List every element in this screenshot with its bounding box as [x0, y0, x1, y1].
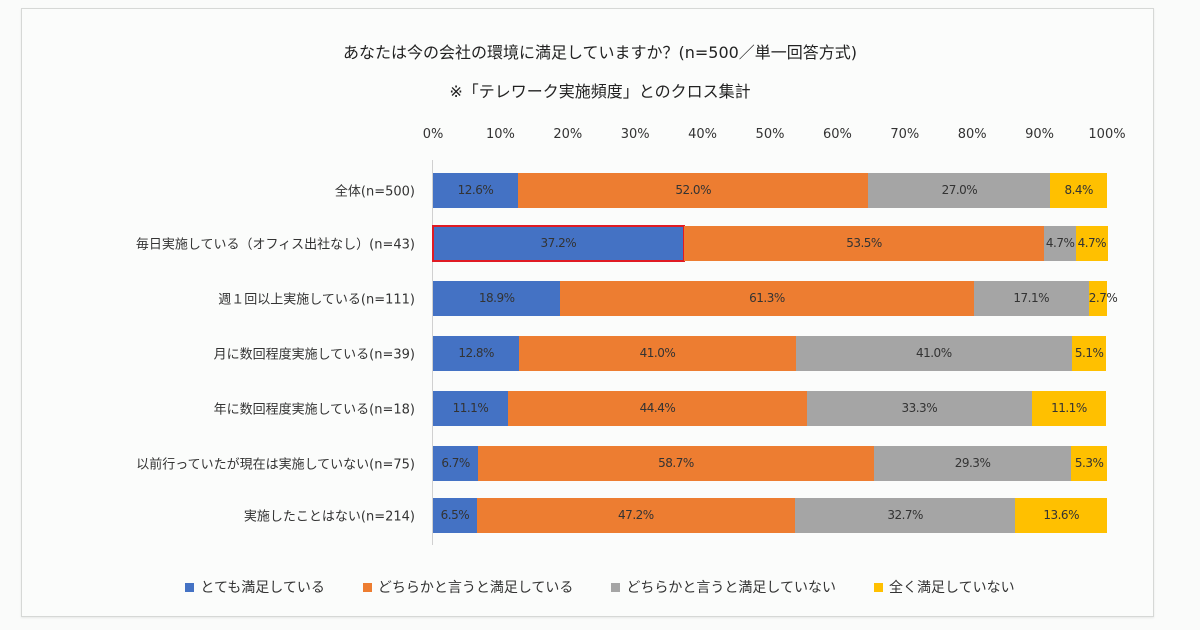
data-label: 41.0%: [639, 346, 676, 360]
legend-swatch: [874, 582, 884, 592]
bar-segment: [433, 390, 508, 426]
bar-segment: [517, 172, 869, 208]
bar-segment: [433, 225, 684, 261]
bar-segment: [683, 225, 1045, 261]
x-tick-label: 50%: [755, 127, 785, 142]
x-tick-label: 30%: [620, 127, 650, 142]
legend-swatch: [185, 582, 195, 592]
x-tick-label: 20%: [553, 127, 583, 142]
bar-segment: [873, 445, 1072, 481]
data-label: 6.7%: [441, 456, 470, 470]
legend-swatch: [362, 582, 372, 592]
bar-segment: [1050, 172, 1107, 208]
category-label: 実施したことはない(n=214): [243, 509, 415, 525]
x-tick-label: 90%: [1025, 127, 1055, 142]
x-tick-label: 0%: [422, 127, 444, 142]
bar-segment: [433, 172, 518, 208]
category-label: 月に数回程度実施している(n=39): [213, 347, 415, 363]
data-label: 52.0%: [675, 183, 711, 197]
legend-swatch: [611, 582, 621, 592]
data-label: 12.8%: [458, 346, 494, 360]
bar-segment: [795, 335, 1072, 371]
data-label: 11.1%: [1051, 401, 1087, 415]
data-label: 8.4%: [1064, 183, 1093, 197]
data-label: 2.7%: [1088, 291, 1118, 305]
x-tick-label: 80%: [957, 127, 987, 142]
x-tick-label: 70%: [890, 127, 920, 142]
category-label: 週１回以上実施している(n=111): [218, 292, 415, 308]
legend-label: どちらかと言うと満足していない: [626, 580, 837, 596]
data-label: 27.0%: [941, 183, 978, 197]
bar-segment: [1044, 225, 1076, 261]
category-label: 年に数回程度実施している(n=18): [213, 402, 415, 418]
bar-segment: [1088, 280, 1107, 316]
bar-segment: [476, 497, 795, 533]
data-label: 29.3%: [954, 456, 991, 470]
bar-segment: [868, 172, 1051, 208]
bar-segment: [433, 335, 520, 371]
data-label: 58.7%: [658, 456, 694, 470]
bar-segment: [1071, 445, 1107, 481]
data-label: 61.3%: [749, 291, 785, 305]
category-label: 毎日実施している（オフィス出社なし）(n=43): [135, 237, 415, 253]
data-label: 6.5%: [440, 508, 470, 522]
legend-label: どちらかと言うと満足している: [377, 580, 574, 596]
category-axis-line: [432, 160, 433, 545]
legend-label: とても満足している: [200, 580, 325, 596]
data-label: 33.3%: [901, 401, 938, 415]
data-label: 11.1%: [452, 401, 489, 415]
legend-item: どちらかと言うと満足している: [362, 577, 574, 597]
legend-item: どちらかと言うと満足していない: [611, 577, 836, 597]
bar-segment: [973, 280, 1089, 316]
legend-label: 全く満足していない: [889, 580, 1015, 596]
bar-segment: [1071, 335, 1107, 371]
data-label: 32.7%: [887, 508, 923, 522]
bar-segment: [1031, 390, 1107, 426]
data-label: 4.7%: [1077, 236, 1107, 250]
bar-segment: [1015, 497, 1107, 533]
bar-segment: [478, 445, 874, 481]
data-label: 41.0%: [915, 346, 952, 360]
x-tick-label: 40%: [688, 127, 718, 142]
x-tick-label: 60%: [822, 127, 852, 142]
data-label: 5.3%: [1074, 456, 1104, 470]
data-label: 53.5%: [846, 236, 882, 250]
x-tick-label: 10%: [485, 127, 515, 142]
data-label: 18.9%: [478, 291, 515, 305]
legend: とても満足している どちらかと言うと満足している どちらかと言うと満足していない 全く…: [0, 577, 1200, 597]
bar-segment: [794, 497, 1016, 533]
bar-segment: [1075, 225, 1108, 261]
data-label: 47.2%: [618, 508, 654, 522]
data-label: 4.7%: [1045, 236, 1075, 250]
chart-title: あなたは今の会社の環境に満足していますか？(n=500／単一回答方式): [342, 43, 858, 62]
data-label: 5.1%: [1074, 346, 1104, 360]
legend-item: 全く満足していない: [874, 577, 1015, 597]
data-label: 13.6%: [1043, 508, 1079, 522]
data-label: 44.4%: [639, 401, 676, 415]
bar-segment: [433, 497, 477, 533]
x-tick-label: 100%: [1088, 127, 1126, 142]
bar-segment: [507, 390, 808, 426]
data-label: 17.1%: [1013, 291, 1049, 305]
bar-segment: [433, 280, 561, 316]
bar-segment: [807, 390, 1032, 426]
chart-subtitle: ※「テレワーク実施頻度」とのクロス集計: [449, 82, 751, 101]
legend-item: とても満足している: [185, 577, 325, 597]
bar-segment: [560, 280, 974, 316]
bar-segment: [519, 335, 796, 371]
data-label: 12.6%: [457, 183, 494, 197]
bar-segment: [433, 445, 479, 481]
category-label: 以前行っていたが現在は実施していない(n=75): [136, 457, 415, 473]
data-label: 37.2%: [540, 236, 577, 250]
category-label: 全体(n=500): [334, 184, 415, 200]
